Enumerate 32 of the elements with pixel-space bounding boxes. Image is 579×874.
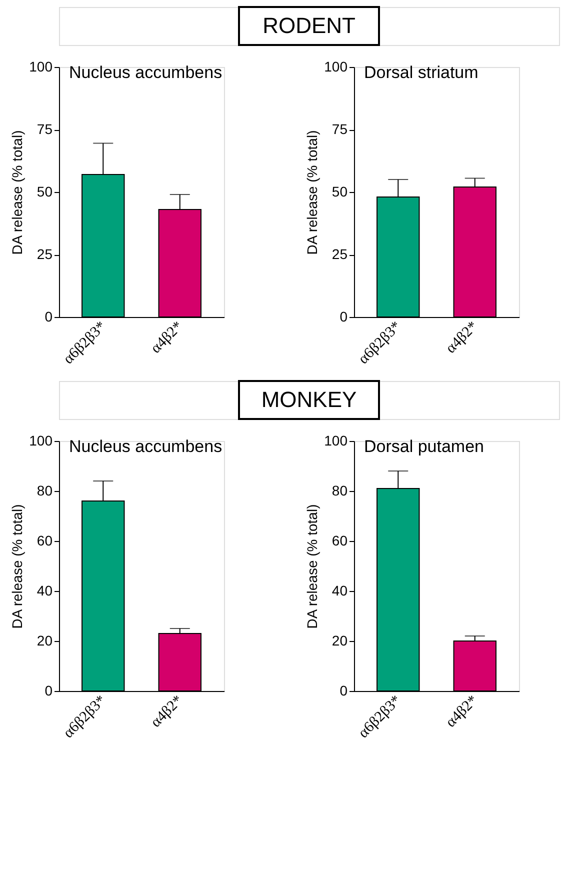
y-tick-label: 100 [29,432,53,448]
y-axis-title: DA release (% total) [9,130,26,255]
chart-title: Nucleus accumbens [69,437,222,456]
y-tick-label: 60 [332,532,348,548]
y-tick-label: 0 [44,308,53,324]
y-tick-label: 0 [44,682,53,698]
y-tick-label: 25 [36,246,53,262]
y-tick-label: 75 [332,121,348,137]
y-tick-label: 60 [36,532,53,548]
y-tick-label: 100 [29,58,53,74]
y-tick-label: 25 [332,246,348,262]
chart-title: Dorsal striatum [364,63,478,82]
y-tick-label: 40 [36,582,53,598]
y-tick-label: 75 [36,121,53,137]
y-axis-title: DA release (% total) [304,504,320,629]
y-tick-label: 100 [324,58,348,74]
y-tick-label: 80 [332,482,348,498]
chart-title: Nucleus accumbens [69,63,222,82]
y-tick-label: 0 [340,308,348,324]
y-axis-title: DA release (% total) [9,504,26,629]
y-axis-title: DA release (% total) [304,130,320,255]
y-tick-label: 50 [36,184,53,200]
text: MONKEY [261,387,357,412]
text: RODENT [262,13,356,38]
y-tick-label: 20 [332,632,348,648]
y-tick-label: 0 [340,682,348,698]
y-tick-label: 40 [332,582,348,598]
chart-title: Dorsal putamen [364,437,484,456]
y-tick-label: 50 [332,184,348,200]
y-tick-label: 100 [324,432,348,448]
y-tick-label: 80 [36,482,53,498]
y-tick-label: 20 [36,632,53,648]
